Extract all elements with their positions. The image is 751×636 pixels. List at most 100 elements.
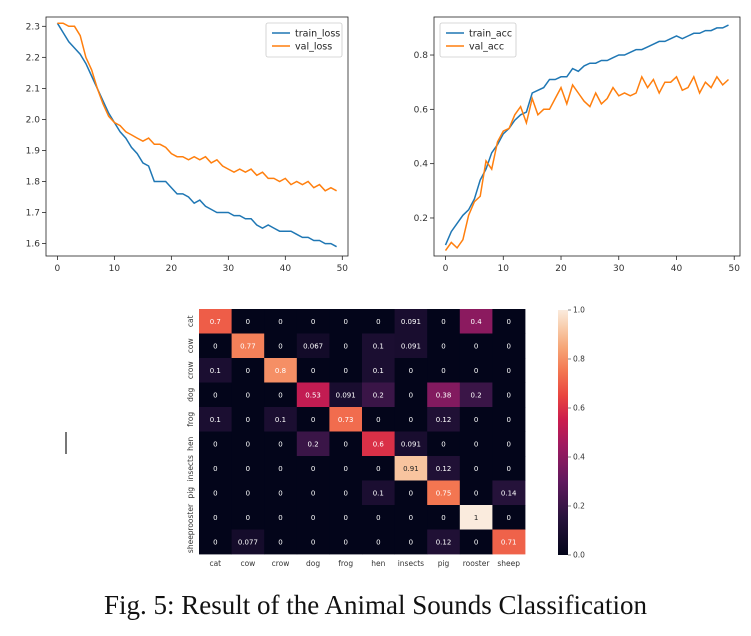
- cm-cell-label: 0.38: [436, 391, 452, 399]
- cm-cell: [427, 382, 461, 408]
- cm-cell-label: 0.12: [436, 538, 452, 546]
- figure-caption: Fig. 5: Result of the Animal Sounds Clas…: [104, 590, 647, 620]
- cm-cell-label: 0.067: [303, 342, 323, 350]
- cm-cell: [264, 505, 298, 530]
- cm-cell: [199, 309, 232, 334]
- y-tick-label: 1.9: [26, 146, 41, 156]
- cm-cell-label: 0: [343, 342, 347, 350]
- cm-cell: [459, 505, 493, 530]
- cm-cell-label: 0.53: [305, 391, 321, 399]
- cm-cell-label: 0: [311, 514, 315, 522]
- cm-cell: [394, 358, 428, 383]
- cm-cell: [492, 529, 526, 555]
- plot-frame: [45, 16, 349, 257]
- cm-y-label: cow: [186, 338, 195, 353]
- accuracy-plot: 0 10 20 30 40 50 0.2 0.4 0.6 0.8 train_acc val_acc: [414, 16, 741, 274]
- cm-cell: [427, 407, 461, 432]
- cm-cell-label: 0.14: [501, 489, 517, 497]
- cm-cell-label: 0.12: [436, 465, 452, 473]
- cm-cell-label: 0: [278, 318, 282, 326]
- cm-cell: [427, 529, 461, 555]
- cm-x-label: cat: [209, 559, 221, 568]
- val_loss-line: [57, 22, 337, 192]
- y-tick-label: 2.2: [26, 53, 40, 63]
- cm-cell-label: 0: [506, 342, 510, 350]
- y-tick-label: 2.0: [26, 115, 41, 125]
- cm-cell-label: 0: [343, 318, 347, 326]
- cm-cell: [362, 333, 395, 359]
- cm-cell-label: 0.2: [471, 391, 482, 399]
- cm-cell: [362, 407, 395, 432]
- loss-plot: 0 10 20 30 40 50 1.6 1.7 1.8 1.9 2.0 2.1 2.2 2.3 train…: [26, 16, 349, 274]
- cm-cell: [199, 480, 232, 506]
- cm-cell-label: 0.1: [373, 342, 384, 350]
- cm-cell-label: 0: [278, 538, 282, 546]
- cm-y-label: frog: [186, 412, 195, 427]
- cm-cell-label: 0: [343, 538, 347, 546]
- cm-x-label: rooster: [463, 559, 491, 568]
- cm-cell: [362, 529, 395, 555]
- cm-cell: [459, 456, 493, 481]
- cm-cell: [329, 456, 363, 481]
- text-cursor: [65, 432, 67, 454]
- legend-label-train_acc: train_acc: [469, 29, 512, 40]
- cm-cell: [362, 358, 395, 383]
- cm-cell: [394, 505, 428, 530]
- cm-cell: [231, 431, 265, 457]
- cm-cell-label: 0: [506, 416, 510, 424]
- cm-cell-label: 0: [246, 440, 250, 448]
- cm-cell-label: 0: [409, 538, 413, 546]
- cm-cell-label: 0: [311, 416, 315, 424]
- cm-cell-label: 0: [213, 391, 217, 399]
- cm-cell-label: 0: [474, 465, 478, 473]
- cm-cell-label: 0: [474, 342, 478, 350]
- cm-cell-label: 0.4: [471, 318, 483, 326]
- cm-cell: [296, 309, 330, 334]
- cm-cell-label: 0: [376, 465, 380, 473]
- cm-cell: [199, 358, 232, 383]
- cm-cell-label: 0.77: [240, 342, 256, 350]
- cm-cell: [329, 333, 363, 359]
- cm-cell: [231, 382, 265, 408]
- cm-cell: [362, 382, 395, 408]
- cm-cell-label: 0.2: [308, 440, 319, 448]
- cm-cell-label: 0: [278, 391, 282, 399]
- cm-cell: [264, 431, 298, 457]
- cm-cell-label: 0.75: [436, 489, 452, 497]
- cm-cell: [362, 456, 395, 481]
- cm-cell-label: 0.91: [403, 465, 419, 473]
- plot-frame: [433, 16, 741, 257]
- cm-cell-label: 0.091: [401, 342, 421, 350]
- x-tick-label: 30: [223, 264, 235, 274]
- legend-label-train_loss: train_loss: [295, 29, 340, 40]
- cm-cell: [199, 529, 232, 555]
- y-tick-label: 0.2: [414, 214, 428, 224]
- cm-y-label: crow: [186, 361, 195, 379]
- cm-cell-label: 0.091: [336, 391, 356, 399]
- legend-label-val_acc: val_acc: [469, 42, 504, 53]
- cm-cell: [231, 358, 265, 383]
- cm-cell-label: 0: [278, 489, 282, 497]
- cm-cell-label: 0: [246, 391, 250, 399]
- x-tick-label: 50: [728, 264, 740, 274]
- cm-cell-label: 0: [506, 391, 510, 399]
- cm-x-label: crow: [272, 559, 290, 568]
- cm-cell: [492, 358, 526, 383]
- x-tick-label: 10: [109, 264, 121, 274]
- cm-cell-label: 0: [376, 514, 380, 522]
- x-tick-label: 0: [55, 264, 61, 274]
- cm-cell: [264, 529, 298, 555]
- cm-cell-label: 0: [376, 416, 380, 424]
- cm-cell: [394, 333, 428, 359]
- cm-cell: [427, 505, 461, 530]
- cm-cell: [394, 456, 428, 481]
- x-tick-label: 0: [443, 264, 449, 274]
- cm-cell-label: 0: [409, 489, 413, 497]
- cm-cell-label: 0: [246, 416, 250, 424]
- cm-cell-label: 0: [506, 367, 510, 375]
- cm-cell: [264, 309, 298, 334]
- y-tick-label: 1.8: [26, 178, 41, 188]
- cm-cell-label: 0: [441, 318, 445, 326]
- train_acc-line: [444, 24, 729, 246]
